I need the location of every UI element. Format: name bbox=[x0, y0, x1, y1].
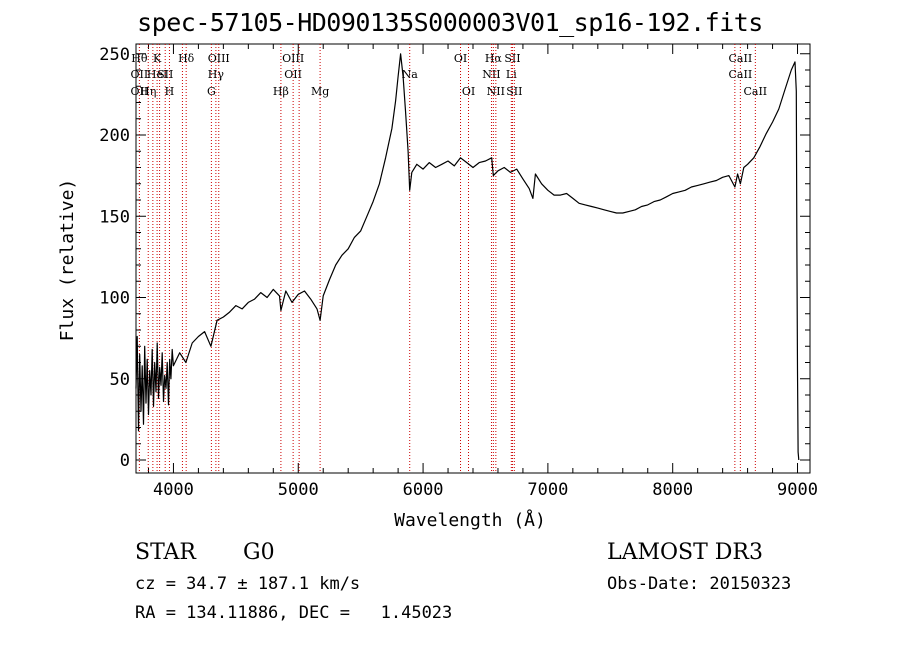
line-marker-label: OIII bbox=[208, 52, 230, 65]
line-marker-label: Li bbox=[506, 68, 517, 81]
survey-name: LAMOST DR3 bbox=[607, 540, 763, 565]
line-marker-label: H bbox=[165, 85, 175, 98]
observation-date: Obs-Date: 20150323 bbox=[607, 574, 792, 594]
x-tick-label: 5000 bbox=[278, 480, 319, 500]
line-marker-label: K bbox=[153, 52, 162, 65]
x-axis-label: Wavelength (Å) bbox=[394, 510, 546, 531]
y-axis-label: Flux (relative) bbox=[57, 178, 78, 342]
y-tick-label: 0 bbox=[120, 451, 130, 471]
line-marker-label: Hβ bbox=[273, 85, 289, 98]
line-marker-label: Hα bbox=[485, 52, 503, 65]
line-marker-label: OI bbox=[454, 52, 467, 65]
line-marker-label: CaII bbox=[729, 68, 753, 81]
line-marker-label: SII bbox=[506, 85, 522, 98]
line-marker-label: OIII bbox=[282, 52, 304, 65]
line-marker-label: Na bbox=[402, 68, 419, 81]
line-marker-label: OII bbox=[131, 68, 149, 81]
x-tick-label: 8000 bbox=[652, 480, 693, 500]
line-marker-label: CaII bbox=[729, 52, 753, 65]
x-tick-label: 6000 bbox=[403, 480, 444, 500]
object-subclass: G0 bbox=[243, 540, 275, 565]
y-tick-label: 200 bbox=[99, 126, 130, 146]
line-marker-label: Hγ bbox=[208, 68, 225, 81]
y-tick-label: 150 bbox=[99, 207, 130, 227]
line-marker-label: Hθ bbox=[131, 52, 148, 65]
line-marker-label: OII bbox=[284, 68, 302, 81]
line-marker-label: OII bbox=[131, 85, 149, 98]
x-tick-label: 4000 bbox=[153, 480, 194, 500]
line-marker-label: NII bbox=[487, 85, 505, 98]
line-marker-label: HeI bbox=[147, 68, 167, 81]
line-marker-label: OI bbox=[462, 85, 475, 98]
object-class: STAR bbox=[135, 540, 196, 565]
spectrum-line bbox=[135, 53, 800, 461]
y-tick-label: 250 bbox=[99, 45, 130, 65]
line-marker-label: Hδ bbox=[178, 52, 195, 65]
line-marker-label: CaII bbox=[743, 85, 767, 98]
y-tick-label: 50 bbox=[110, 370, 130, 390]
chart-title: spec-57105-HD090135S000003V01_sp16-192.f… bbox=[137, 8, 763, 37]
line-marker-label: Mg bbox=[311, 85, 329, 98]
line-marker-label: SII bbox=[504, 52, 520, 65]
line-marker-label: SII bbox=[157, 68, 173, 81]
plot-frame bbox=[135, 43, 811, 474]
y-tick-label: 100 bbox=[99, 289, 130, 309]
line-marker-label: Hη bbox=[140, 85, 156, 98]
line-marker-label: G bbox=[207, 85, 216, 98]
x-tick-label: 7000 bbox=[527, 480, 568, 500]
x-tick-label: 9000 bbox=[777, 480, 818, 500]
coordinates: RA = 134.11886, DEC = 1.45023 bbox=[135, 603, 453, 623]
redshift-info: cz = 34.7 ± 187.1 km/s bbox=[135, 574, 361, 594]
line-marker-label: NII bbox=[482, 68, 500, 81]
